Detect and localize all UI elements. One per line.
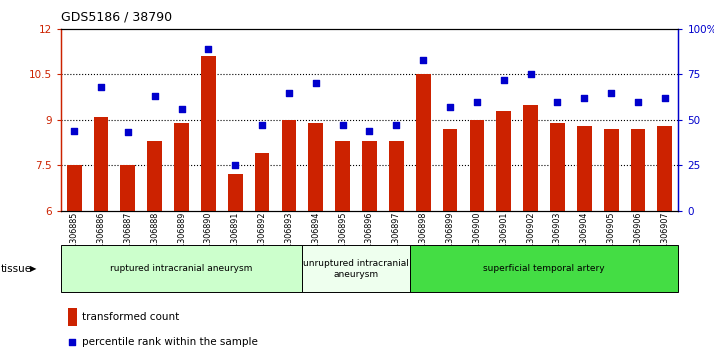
Bar (68, 308, 77, 326)
Bar (174, 123, 189, 211)
Bar (410, 245, 678, 292)
Point (605, 90, 617, 95)
Bar (121, 165, 135, 211)
Point (283, 90, 295, 95)
Point (176, 106, 187, 112)
Bar (470, 120, 484, 211)
Bar (550, 123, 565, 211)
Text: unruptured intracranial
aneurysm: unruptured intracranial aneurysm (303, 258, 409, 279)
Point (444, 104, 456, 110)
Bar (523, 105, 538, 211)
Point (525, 72, 536, 77)
Bar (604, 129, 618, 211)
Text: ruptured intracranial aneurysm: ruptured intracranial aneurysm (111, 264, 253, 273)
Point (69, 128, 80, 134)
Point (552, 99, 563, 105)
Bar (228, 174, 243, 211)
Point (310, 81, 321, 86)
Bar (658, 126, 673, 211)
Bar (94, 117, 109, 211)
Bar (362, 141, 377, 211)
Bar (443, 129, 458, 211)
Point (203, 46, 214, 52)
Bar (302, 245, 410, 292)
Point (337, 122, 348, 128)
Bar (308, 123, 323, 211)
Point (280, 231, 291, 237)
Point (659, 95, 670, 101)
Bar (147, 141, 162, 211)
Point (471, 99, 483, 105)
Point (578, 95, 590, 101)
Bar (281, 120, 296, 211)
Point (498, 77, 510, 83)
Bar (255, 153, 269, 211)
Point (363, 128, 375, 134)
Bar (496, 111, 511, 211)
Text: superficial temporal artery: superficial temporal artery (483, 264, 605, 273)
Bar (61, 245, 302, 292)
Text: percentile rank within the sample: percentile rank within the sample (82, 337, 258, 347)
Text: tissue: tissue (1, 264, 32, 274)
Point (633, 99, 644, 105)
Bar (336, 141, 350, 211)
Bar (201, 56, 216, 211)
Point (122, 130, 134, 135)
Text: ▶: ▶ (30, 264, 36, 273)
Bar (577, 126, 592, 211)
Point (391, 122, 402, 128)
Bar (66, 165, 81, 211)
Bar (416, 74, 431, 211)
Text: transformed count: transformed count (82, 312, 179, 322)
Text: GDS5186 / 38790: GDS5186 / 38790 (61, 11, 172, 24)
Point (229, 162, 241, 168)
Bar (630, 129, 645, 211)
Point (256, 122, 268, 128)
Bar (389, 141, 403, 211)
Point (95, 84, 106, 90)
Point (418, 57, 429, 63)
Point (149, 93, 161, 99)
